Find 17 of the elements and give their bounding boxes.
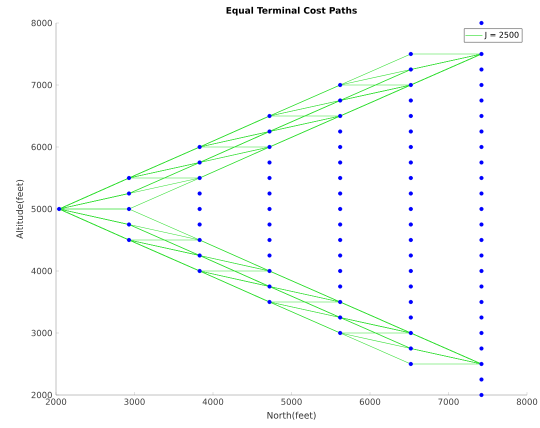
x-tick-label: 6000 [360, 398, 380, 405]
x-axis-title: North(feet) [267, 412, 316, 420]
y-tick-label: 3000 [32, 330, 52, 336]
x-tick-label: 3000 [124, 398, 145, 405]
y-tick-label: 6000 [32, 144, 52, 150]
x-tick-label: 7000 [438, 398, 459, 405]
y-tick-label: 2000 [32, 392, 52, 398]
x-tick-label: 8000 [516, 398, 538, 405]
y-tick-label: 7000 [32, 82, 52, 88]
y-axis-title: Altitude(feet) [16, 180, 24, 239]
y-tick-label: 8000 [32, 20, 52, 26]
y-tick-label: 4000 [31, 268, 52, 274]
x-tick-label: 2000 [46, 398, 66, 405]
x-tick-label: 5000 [281, 398, 302, 405]
y-tick-label: 5000 [32, 206, 52, 212]
x-tick-label: 4000 [202, 398, 224, 405]
chart-title: Equal Terminal Cost Paths [226, 6, 357, 16]
